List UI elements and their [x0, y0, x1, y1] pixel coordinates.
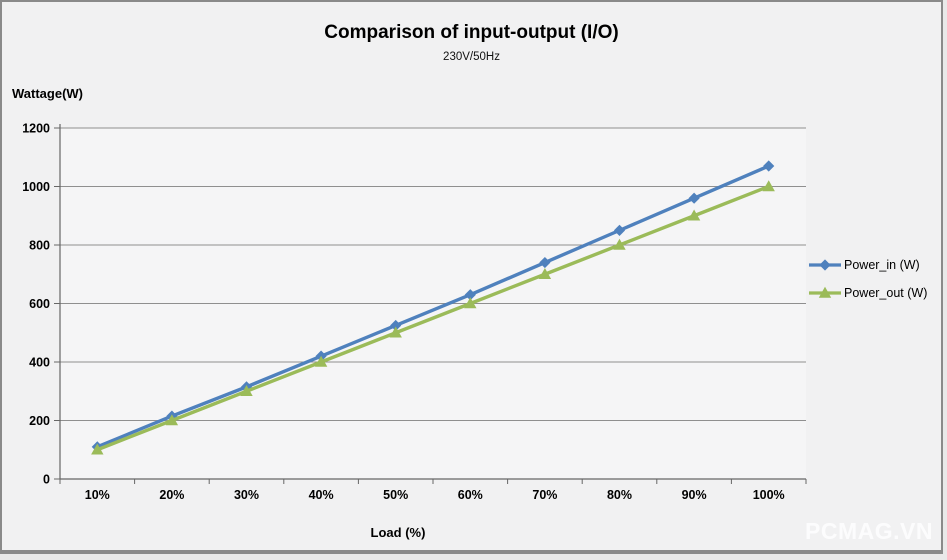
triangle-marker [314, 355, 328, 367]
pcmag-watermark: PCMAG.VN [805, 518, 933, 544]
diamond-marker [763, 160, 775, 172]
legend-item-power-in: Power_in (W) [808, 254, 927, 276]
triangle-marker [687, 209, 701, 221]
chart-subtitle: 230V/50Hz [443, 51, 500, 63]
chart-title: Comparison of input-output (I/O) [324, 22, 619, 43]
triangle-marker [762, 180, 775, 192]
triangle-marker [240, 385, 253, 397]
legend-item-power-out: Power_out (W) [808, 282, 927, 304]
legend-label: Power_out (W) [844, 286, 928, 300]
y-tick-label: 800 [29, 239, 50, 253]
series-line-power-in-w [96, 164, 770, 449]
diamond-marker [539, 256, 551, 269]
diamond-marker [464, 289, 476, 301]
x-tick-label: 40% [309, 488, 334, 502]
y-axis-title: Wattage(W) [12, 86, 84, 101]
x-tick-label: 10% [85, 488, 110, 502]
series-line-power-out-w [96, 184, 770, 452]
power-out-line-sample-icon [809, 286, 841, 298]
x-tick-label: 80% [607, 488, 632, 502]
triangle-marker [818, 286, 832, 298]
x-tick-label: 60% [458, 488, 483, 502]
diamond-marker [819, 259, 831, 271]
y-tick-label: 200 [29, 414, 50, 428]
legend-label: Power_in (W) [844, 258, 920, 272]
x-tick-label: 90% [682, 488, 707, 502]
diamond-marker [688, 192, 700, 204]
diamond-marker [613, 224, 626, 236]
x-tick-label: 50% [383, 488, 408, 502]
y-tick-label: 1200 [22, 122, 50, 136]
chart-legend: Power_in (W) Power_out (W) [808, 254, 927, 304]
triangle-marker [613, 238, 626, 250]
y-tick-label: 0 [43, 473, 50, 487]
line-chart: 0 200 400 600 800 1000 1200 10% 20% 30% 40% 50% 60% 7… [22, 122, 807, 502]
x-tick-label: 70% [532, 488, 557, 502]
y-tick-label: 400 [29, 356, 50, 370]
x-tick-label: 20% [159, 488, 184, 502]
triangle-marker [165, 414, 179, 426]
diamond-marker [390, 319, 402, 332]
x-tick-label: 100% [753, 488, 785, 502]
x-tick-label: 30% [234, 488, 259, 502]
triangle-marker [389, 326, 402, 338]
power-in-line-sample-icon [809, 259, 841, 271]
triangle-marker [91, 443, 104, 455]
triangle-marker [464, 297, 477, 309]
x-axis-title: Load (%) [370, 525, 426, 540]
triangle-marker [538, 268, 552, 280]
y-tick-label: 600 [29, 297, 50, 311]
y-tick-label: 1000 [22, 180, 50, 194]
